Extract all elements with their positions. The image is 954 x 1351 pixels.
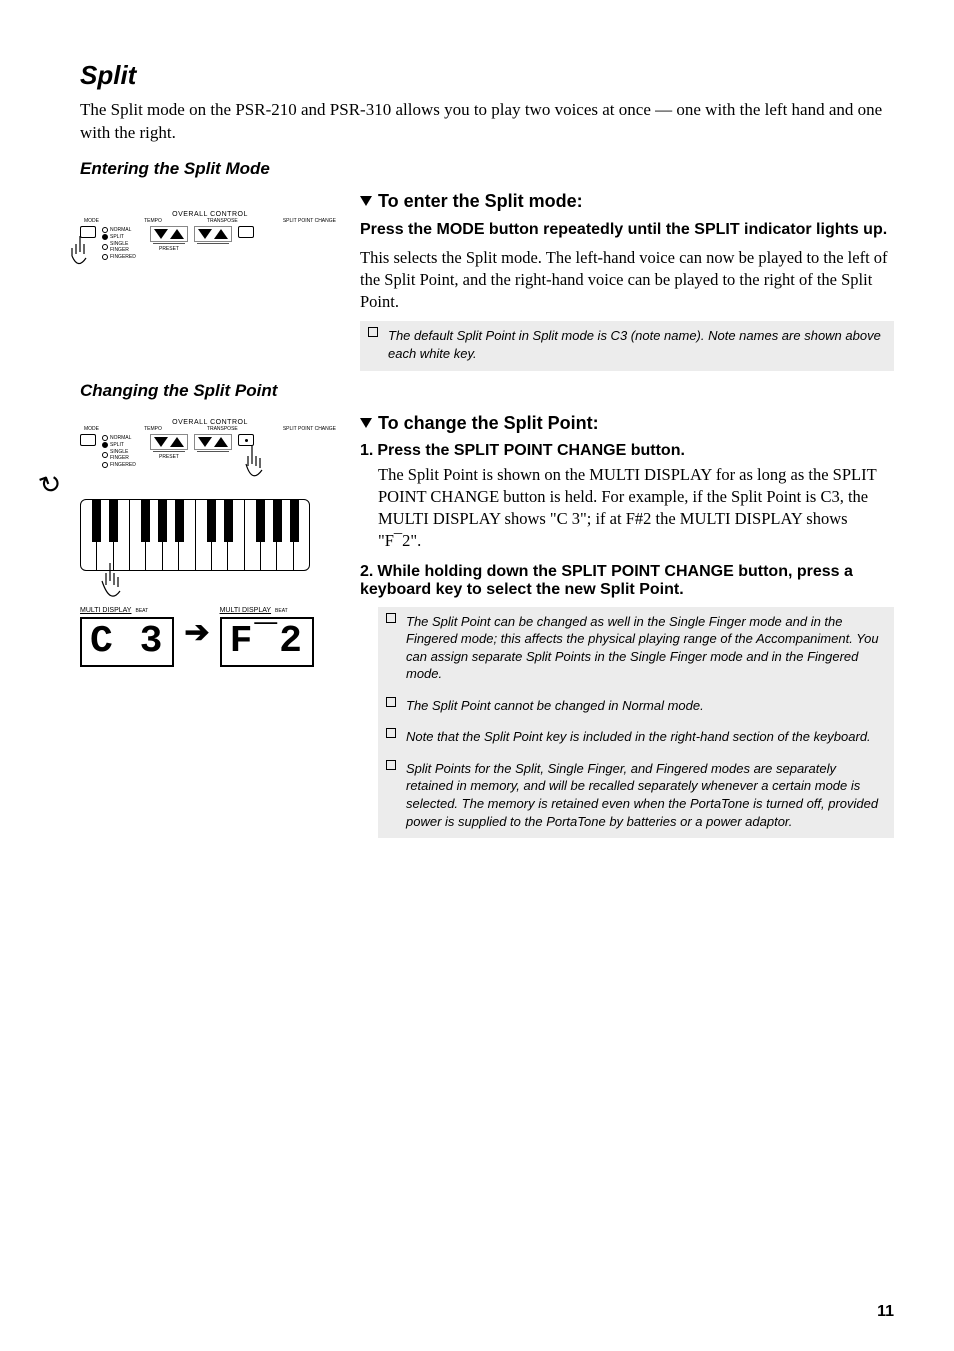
note-bullet-icon bbox=[386, 760, 396, 770]
note-default-split: The default Split Point in Split mode is… bbox=[360, 321, 894, 370]
note-bullet-icon bbox=[386, 613, 396, 623]
step-2: 2. While holding down the SPLIT POINT CH… bbox=[360, 563, 894, 838]
step-1: 1. Press the SPLIT POINT CHANGE button. … bbox=[360, 442, 894, 553]
page-title: Split bbox=[80, 60, 894, 91]
section2-text-col: To change the Split Point: 1. Press the … bbox=[360, 413, 894, 849]
section2-row: ↺ OVERALL CONTROL MODE TEMPO TRANSPOSE S… bbox=[80, 413, 894, 849]
mode-fingered-2: FINGERED bbox=[102, 462, 144, 468]
preset-label-2: PRESET bbox=[150, 454, 188, 460]
note-4: Split Points for the Split, Single Finge… bbox=[378, 754, 894, 838]
mode-label: MODE bbox=[84, 218, 99, 224]
enter-split-instruction: Press the MODE button repeatedly until t… bbox=[360, 220, 894, 241]
mode-fingered: FINGERED bbox=[102, 254, 144, 260]
section1-heading: Entering the Split Mode bbox=[80, 159, 894, 179]
transpose-label-2: TRANSPOSE bbox=[207, 426, 238, 432]
triangle-bullet-icon bbox=[360, 418, 372, 428]
mode-split: SPLIT bbox=[102, 234, 144, 240]
curved-arrow-icon: ↺ bbox=[36, 467, 67, 503]
mode-label-2: MODE bbox=[84, 426, 99, 432]
beat-label-2: BEAT bbox=[275, 608, 288, 614]
enter-split-heading: To enter the Split mode: bbox=[360, 191, 894, 212]
display-f2: F¯2 bbox=[220, 617, 314, 667]
section1-text-col: To enter the Split mode: Press the MODE … bbox=[360, 191, 894, 381]
mode-split-2: SPLIT bbox=[102, 442, 144, 448]
note-2: The Split Point cannot be changed in Nor… bbox=[378, 691, 894, 723]
splitpoint-label-2: SPLIT POINT CHANGE bbox=[283, 426, 336, 432]
transpose-label: TRANSPOSE bbox=[207, 218, 238, 224]
tempo-label: TEMPO bbox=[144, 218, 162, 224]
overall-control-label-2: OVERALL CONTROL bbox=[80, 419, 340, 426]
step-1-title: Press the SPLIT POINT CHANGE button. bbox=[377, 442, 685, 459]
beat-label-1: BEAT bbox=[135, 608, 148, 614]
arrow-right-icon: ➔ bbox=[184, 615, 209, 650]
tempo-label-2: TEMPO bbox=[144, 426, 162, 432]
transpose-buttons-2 bbox=[194, 434, 232, 450]
mode-normal: NORMAL bbox=[102, 227, 144, 233]
change-split-heading: To change the Split Point: bbox=[360, 413, 894, 434]
hand-pointer-icon bbox=[66, 234, 94, 274]
mode-single-finger: SINGLE FINGER bbox=[102, 241, 144, 253]
mode-single-finger-2: SINGLE FINGER bbox=[102, 449, 144, 461]
step-1-body: The Split Point is shown on the MULTI DI… bbox=[378, 464, 894, 553]
note-bullet-icon bbox=[386, 728, 396, 738]
note-bullet-icon bbox=[368, 327, 378, 337]
intro-text: The Split mode on the PSR-210 and PSR-31… bbox=[80, 99, 894, 145]
overall-control-diagram-2: OVERALL CONTROL MODE TEMPO TRANSPOSE SPL… bbox=[80, 419, 340, 469]
hand-pointer-icon bbox=[242, 444, 272, 490]
hand-pointer-icon bbox=[98, 563, 132, 611]
mode-normal-2: NORMAL bbox=[102, 435, 144, 441]
preset-label: PRESET bbox=[150, 246, 188, 252]
note-1: The Split Point can be changed as well i… bbox=[378, 607, 894, 691]
overall-control-diagram-1: OVERALL CONTROL MODE TEMPO TRANSPOSE SPL… bbox=[80, 211, 340, 261]
splitpoint-button bbox=[238, 226, 254, 238]
triangle-bullet-icon bbox=[360, 196, 372, 206]
tempo-buttons bbox=[150, 226, 188, 242]
section1-row: OVERALL CONTROL MODE TEMPO TRANSPOSE SPL… bbox=[80, 191, 894, 381]
keyboard-diagram bbox=[80, 499, 310, 571]
note-bullet-icon bbox=[386, 697, 396, 707]
page-number: 11 bbox=[877, 1303, 894, 1321]
transpose-buttons bbox=[194, 226, 232, 242]
multi-display-label-2: MULTI DISPLAY bbox=[220, 607, 271, 614]
mode-button-2 bbox=[80, 434, 96, 446]
step-2-title: While holding down the SPLIT POINT CHANG… bbox=[360, 563, 853, 598]
display-c3: C 3 bbox=[80, 617, 174, 667]
section2-heading: Changing the Split Point bbox=[80, 381, 894, 401]
note-3: Note that the Split Point key is include… bbox=[378, 722, 894, 754]
tempo-buttons-2 bbox=[150, 434, 188, 450]
splitpoint-label: SPLIT POINT CHANGE bbox=[283, 218, 336, 224]
section1-diagram-col: OVERALL CONTROL MODE TEMPO TRANSPOSE SPL… bbox=[80, 191, 340, 381]
enter-split-body: This selects the Split mode. The left-ha… bbox=[360, 247, 894, 314]
section2-diagram-col: ↺ OVERALL CONTROL MODE TEMPO TRANSPOSE S… bbox=[80, 413, 340, 849]
overall-control-label: OVERALL CONTROL bbox=[80, 211, 340, 218]
